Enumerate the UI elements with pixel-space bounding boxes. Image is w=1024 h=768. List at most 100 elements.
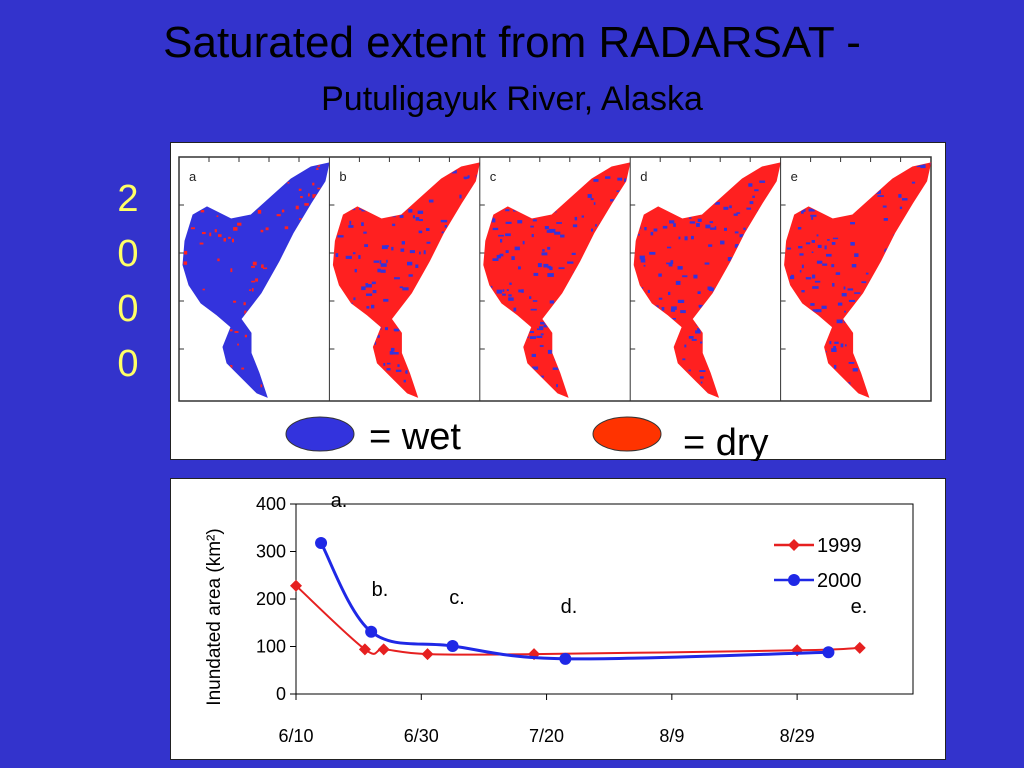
pixel-speckle — [241, 367, 245, 370]
pixel-speckle — [202, 232, 206, 235]
pixel-speckle — [255, 278, 258, 282]
pixel-speckle — [811, 216, 814, 220]
pixel-speckle — [844, 310, 846, 313]
pixel-speckle — [547, 273, 554, 277]
pixel-speckle — [736, 212, 741, 214]
y-tick-label: 400 — [256, 494, 286, 514]
pixel-speckle — [540, 321, 546, 325]
y-axis-label: Inundated area (km²) — [204, 528, 225, 705]
pixel-speckle — [668, 291, 671, 295]
data-point-1999 — [290, 579, 302, 592]
pixel-speckle — [335, 253, 339, 257]
pixel-speckle — [234, 331, 239, 333]
pixel-speckle — [415, 217, 420, 221]
pixel-speckle — [531, 353, 536, 357]
pixel-speckle — [899, 206, 903, 210]
pixel-speckle — [816, 234, 819, 237]
pixel-speckle — [392, 223, 396, 227]
pixel-speckle — [419, 251, 421, 255]
pixel-speckle — [754, 189, 759, 192]
point-annotation: b. — [372, 579, 389, 601]
pixel-speckle — [697, 328, 700, 331]
pixel-speckle — [190, 227, 195, 230]
pixel-speckle — [252, 261, 257, 266]
pixel-speckle — [821, 305, 827, 309]
pixel-speckle — [587, 194, 592, 198]
pixel-speckle — [505, 250, 509, 253]
pixel-speckle — [532, 300, 538, 302]
pixel-speckle — [684, 236, 688, 241]
pixel-speckle — [814, 280, 821, 283]
pixel-speckle — [316, 167, 319, 170]
pixel-speckle — [581, 215, 584, 218]
pixel-speckle — [677, 299, 685, 303]
pixel-speckle — [911, 181, 916, 184]
pixel-speckle — [417, 210, 424, 214]
pixel-speckle — [502, 289, 505, 292]
plot-area — [295, 503, 914, 695]
legend-marker — [788, 539, 800, 551]
pixel-speckle — [590, 198, 594, 201]
pixel-speckle — [554, 231, 561, 235]
pixel-speckle — [647, 289, 650, 293]
pixel-speckle — [383, 363, 386, 366]
pixel-speckle — [508, 294, 512, 297]
point-annotation: e. — [851, 596, 868, 618]
pixel-speckle — [883, 218, 888, 221]
pixel-speckle — [505, 209, 510, 212]
pixel-speckle — [284, 226, 289, 230]
year-digit: 0 — [117, 288, 139, 330]
pixel-speckle — [680, 310, 686, 314]
pixel-speckle — [759, 180, 766, 183]
legend-label: 1999 — [817, 535, 862, 557]
pixel-speckle — [827, 239, 830, 241]
slide-title: Saturated extent from RADARSAT - — [163, 18, 861, 67]
pixel-speckle — [661, 307, 665, 311]
pixel-speckle — [571, 252, 576, 255]
pixel-speckle — [531, 234, 534, 238]
pixel-speckle — [850, 242, 855, 246]
pixel-speckle — [281, 209, 285, 213]
saturation-maps-panel: a b c d e = wet = dry — [170, 142, 946, 464]
pixel-speckle — [812, 309, 816, 312]
pixel-speckle — [811, 240, 815, 243]
pixel-speckle — [817, 244, 822, 248]
pixel-speckle — [496, 289, 503, 294]
pixel-speckle — [287, 182, 290, 184]
pixel-speckle — [835, 272, 841, 275]
pixel-speckle — [423, 250, 426, 255]
data-point-1999 — [377, 643, 390, 656]
pixel-speckle — [812, 286, 819, 289]
pixel-speckle — [832, 237, 839, 240]
pixel-speckle — [675, 280, 681, 285]
pixel-speckle — [214, 229, 217, 233]
pixel-speckle — [882, 205, 887, 208]
pixel-speckle — [714, 202, 720, 205]
pixel-speckle — [393, 328, 400, 331]
pixel-speckle — [548, 228, 556, 233]
pixel-speckle — [244, 334, 247, 338]
pixel-speckle — [688, 336, 694, 339]
pixel-speckle — [752, 195, 755, 198]
pixel-speckle — [832, 283, 835, 287]
pixel-speckle — [617, 177, 623, 181]
pixel-speckle — [705, 224, 711, 229]
wet-legend-label: = wet — [369, 416, 461, 458]
pixel-speckle — [251, 266, 255, 268]
pixel-speckle — [409, 250, 415, 254]
pixel-speckle — [249, 289, 252, 291]
pixel-speckle — [506, 289, 509, 292]
pixel-speckle — [644, 227, 647, 231]
pixel-speckle — [373, 260, 380, 263]
dry-legend-label: = dry — [683, 422, 769, 461]
pixel-speckle — [801, 264, 804, 269]
pixel-speckle — [547, 246, 551, 250]
pixel-speckle — [532, 219, 537, 222]
year-digit: 0 — [117, 343, 139, 385]
pixel-speckle — [228, 236, 231, 239]
pixel-speckle — [552, 367, 559, 370]
pixel-speckle — [391, 246, 394, 251]
pixel-speckle — [848, 299, 855, 302]
pixel-speckle — [810, 303, 815, 306]
pixel-speckle — [386, 362, 391, 365]
